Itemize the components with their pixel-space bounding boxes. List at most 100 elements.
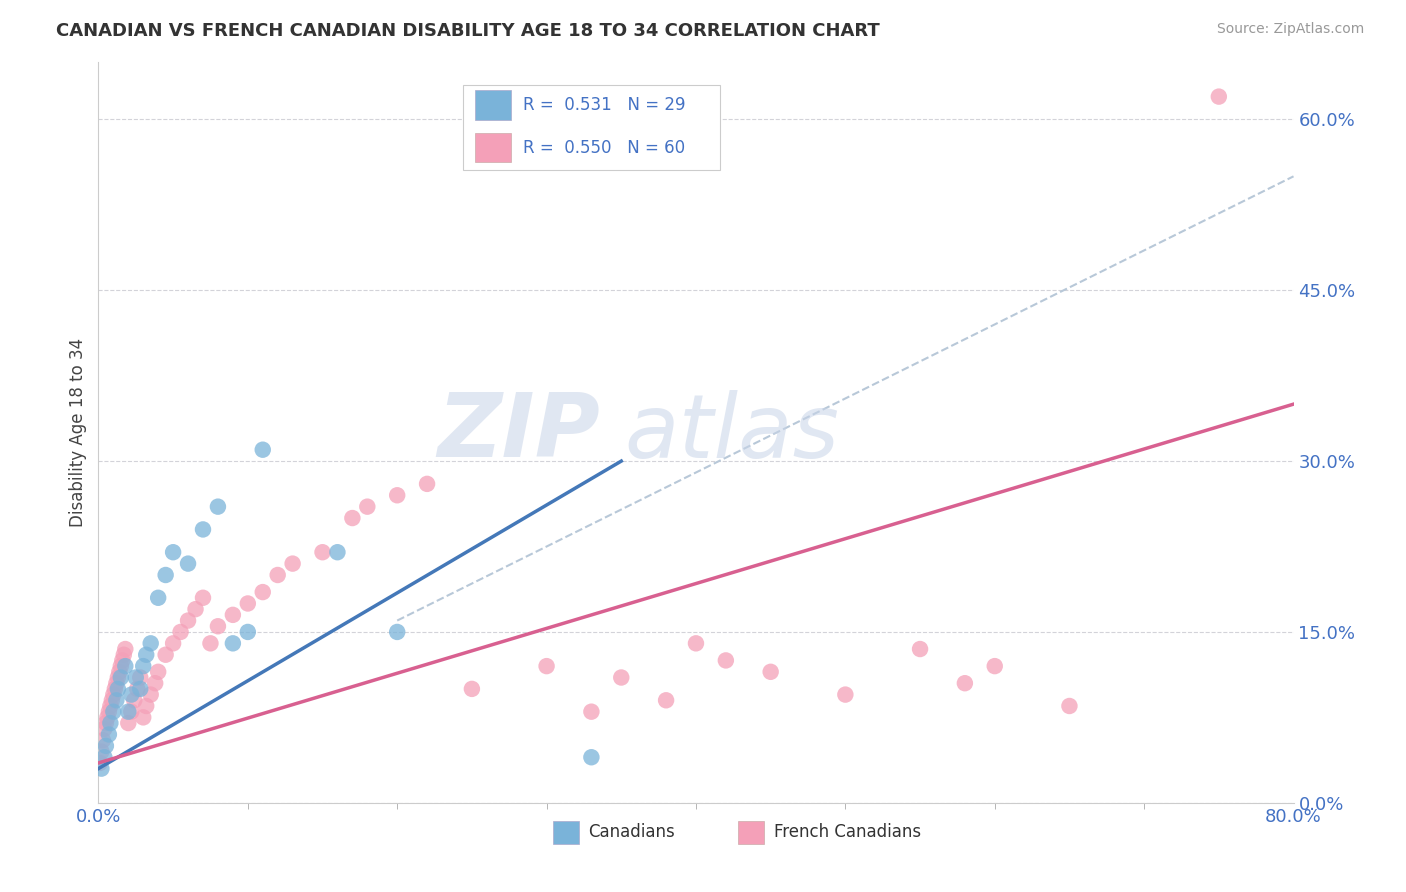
Point bbox=[191, 523, 214, 537]
Point bbox=[114, 642, 136, 657]
FancyBboxPatch shape bbox=[463, 85, 720, 169]
Point bbox=[155, 568, 177, 582]
Point bbox=[581, 750, 603, 764]
Point bbox=[685, 636, 707, 650]
Point bbox=[267, 568, 290, 582]
Point bbox=[93, 722, 115, 736]
Point bbox=[252, 442, 274, 457]
Text: Source: ZipAtlas.com: Source: ZipAtlas.com bbox=[1216, 22, 1364, 37]
Text: atlas: atlas bbox=[624, 390, 839, 475]
Point bbox=[117, 716, 139, 731]
Point bbox=[184, 602, 207, 616]
Point bbox=[104, 681, 127, 696]
Point bbox=[94, 716, 117, 731]
Point bbox=[311, 545, 333, 559]
Point bbox=[107, 681, 129, 696]
Point bbox=[107, 671, 129, 685]
Point bbox=[129, 671, 152, 685]
Point bbox=[97, 727, 120, 741]
Point bbox=[326, 545, 349, 559]
Point bbox=[129, 681, 152, 696]
Point bbox=[93, 750, 115, 764]
Point bbox=[97, 705, 120, 719]
Y-axis label: Disability Age 18 to 34: Disability Age 18 to 34 bbox=[69, 338, 87, 527]
Point bbox=[155, 648, 177, 662]
Point bbox=[207, 619, 229, 633]
Point bbox=[98, 698, 122, 713]
Point bbox=[908, 642, 931, 657]
Point bbox=[177, 557, 200, 571]
Point bbox=[177, 614, 200, 628]
Point bbox=[111, 653, 134, 667]
Point bbox=[90, 762, 112, 776]
Point bbox=[162, 545, 184, 559]
Point bbox=[139, 636, 162, 650]
Point bbox=[385, 488, 409, 502]
Point bbox=[98, 716, 122, 731]
Point bbox=[103, 705, 125, 719]
Point bbox=[132, 710, 155, 724]
Point bbox=[112, 648, 135, 662]
Point bbox=[236, 597, 259, 611]
Point bbox=[222, 607, 245, 622]
Point bbox=[103, 688, 125, 702]
Point bbox=[110, 671, 132, 685]
Point bbox=[356, 500, 378, 514]
Point bbox=[200, 636, 222, 650]
FancyBboxPatch shape bbox=[475, 133, 510, 162]
Text: French Canadians: French Canadians bbox=[773, 823, 921, 841]
Point bbox=[101, 693, 124, 707]
Point bbox=[124, 693, 146, 707]
Point bbox=[105, 693, 128, 707]
Point bbox=[127, 681, 149, 696]
Point bbox=[236, 624, 259, 639]
Point bbox=[536, 659, 558, 673]
Text: CANADIAN VS FRENCH CANADIAN DISABILITY AGE 18 TO 34 CORRELATION CHART: CANADIAN VS FRENCH CANADIAN DISABILITY A… bbox=[56, 22, 880, 40]
Point bbox=[759, 665, 782, 679]
Point bbox=[281, 557, 304, 571]
Point bbox=[117, 705, 139, 719]
Point bbox=[135, 648, 157, 662]
Point bbox=[655, 693, 678, 707]
Point bbox=[90, 745, 112, 759]
Point bbox=[110, 659, 132, 673]
Point bbox=[169, 624, 191, 639]
Point bbox=[125, 671, 148, 685]
Point bbox=[96, 710, 118, 724]
Point bbox=[342, 511, 364, 525]
Point bbox=[984, 659, 1007, 673]
Point bbox=[1059, 698, 1081, 713]
Point bbox=[385, 624, 409, 639]
Point bbox=[252, 585, 274, 599]
Text: ZIP: ZIP bbox=[437, 389, 600, 476]
Point bbox=[148, 591, 170, 605]
Point bbox=[132, 659, 155, 673]
Text: R =  0.550   N = 60: R = 0.550 N = 60 bbox=[523, 138, 685, 157]
Point bbox=[416, 476, 439, 491]
Text: Canadians: Canadians bbox=[589, 823, 675, 841]
Point bbox=[91, 733, 114, 747]
Point bbox=[834, 688, 856, 702]
Point bbox=[1208, 89, 1230, 103]
FancyBboxPatch shape bbox=[738, 821, 763, 844]
Point bbox=[89, 756, 111, 770]
Point bbox=[191, 591, 214, 605]
Point bbox=[139, 688, 162, 702]
Point bbox=[114, 659, 136, 673]
Point bbox=[953, 676, 976, 690]
Point bbox=[143, 676, 166, 690]
Point bbox=[461, 681, 484, 696]
Point bbox=[105, 676, 128, 690]
Point bbox=[135, 698, 157, 713]
Point bbox=[714, 653, 737, 667]
Point bbox=[120, 688, 142, 702]
Text: R =  0.531   N = 29: R = 0.531 N = 29 bbox=[523, 96, 685, 114]
Point bbox=[610, 671, 633, 685]
Point bbox=[222, 636, 245, 650]
Point bbox=[148, 665, 170, 679]
FancyBboxPatch shape bbox=[553, 821, 579, 844]
FancyBboxPatch shape bbox=[475, 90, 510, 120]
Point bbox=[120, 705, 142, 719]
Point bbox=[162, 636, 184, 650]
Point bbox=[207, 500, 229, 514]
